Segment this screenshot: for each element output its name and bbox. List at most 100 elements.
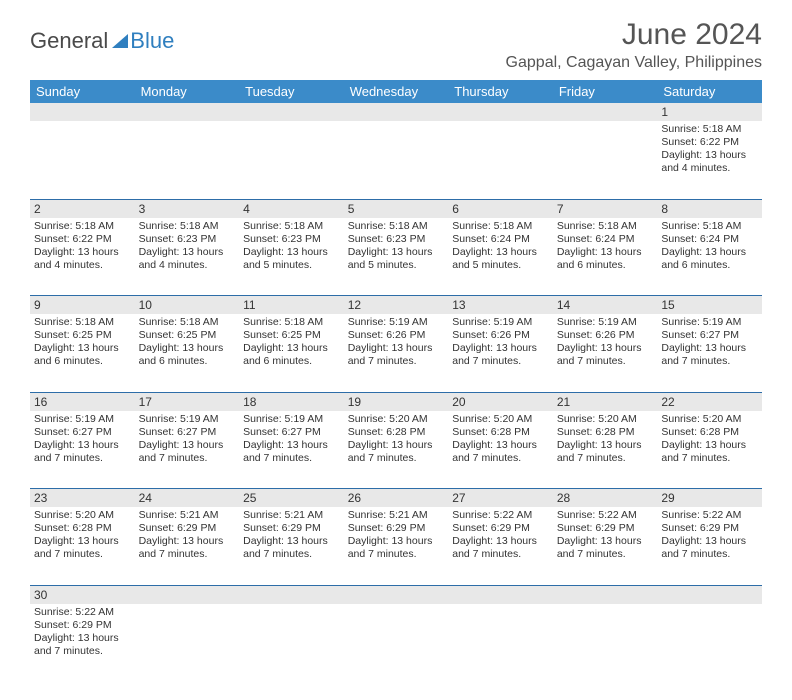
sunset-text: Sunset: 6:28 PM — [348, 426, 445, 439]
day-cell: Sunrise: 5:18 AMSunset: 6:23 PMDaylight:… — [239, 218, 344, 296]
sunset-text: Sunset: 6:25 PM — [34, 329, 131, 342]
day-content-row: Sunrise: 5:18 AMSunset: 6:22 PMDaylight:… — [30, 218, 762, 296]
day-cell: Sunrise: 5:19 AMSunset: 6:27 PMDaylight:… — [657, 314, 762, 392]
day-number: 30 — [30, 585, 135, 604]
day-number: 28 — [553, 489, 658, 508]
daylight-text: and 5 minutes. — [243, 259, 340, 272]
sunrise-text: Sunrise: 5:18 AM — [348, 220, 445, 233]
empty-cell — [344, 604, 449, 682]
day-content-row: Sunrise: 5:22 AMSunset: 6:29 PMDaylight:… — [30, 604, 762, 682]
daylight-text: Daylight: 13 hours — [348, 342, 445, 355]
sunrise-text: Sunrise: 5:18 AM — [139, 220, 236, 233]
empty-daynum — [448, 103, 553, 121]
daylight-text: and 7 minutes. — [452, 452, 549, 465]
daylight-text: Daylight: 13 hours — [348, 535, 445, 548]
day-cell: Sunrise: 5:18 AMSunset: 6:24 PMDaylight:… — [448, 218, 553, 296]
sunrise-text: Sunrise: 5:21 AM — [348, 509, 445, 522]
logo-text-general: General — [30, 28, 108, 54]
day-number: 11 — [239, 296, 344, 315]
calendar-table: SundayMondayTuesdayWednesdayThursdayFrid… — [30, 80, 762, 682]
day-number: 9 — [30, 296, 135, 315]
day-cell: Sunrise: 5:22 AMSunset: 6:29 PMDaylight:… — [657, 507, 762, 585]
day-number: 5 — [344, 199, 449, 218]
daylight-text: Daylight: 13 hours — [557, 535, 654, 548]
sunset-text: Sunset: 6:29 PM — [139, 522, 236, 535]
empty-cell — [239, 121, 344, 199]
day-cell: Sunrise: 5:18 AMSunset: 6:25 PMDaylight:… — [239, 314, 344, 392]
day-number: 27 — [448, 489, 553, 508]
day-number-row: 23242526272829 — [30, 489, 762, 508]
empty-daynum — [135, 103, 240, 121]
empty-daynum — [553, 103, 658, 121]
daylight-text: Daylight: 13 hours — [34, 632, 131, 645]
day-number: 29 — [657, 489, 762, 508]
sunset-text: Sunset: 6:26 PM — [348, 329, 445, 342]
title-block: June 2024 Gappal, Cagayan Valley, Philip… — [506, 18, 762, 72]
daylight-text: Daylight: 13 hours — [452, 342, 549, 355]
daylight-text: and 5 minutes. — [348, 259, 445, 272]
empty-cell — [657, 604, 762, 682]
daylight-text: and 7 minutes. — [139, 452, 236, 465]
location-text: Gappal, Cagayan Valley, Philippines — [506, 54, 762, 72]
daylight-text: and 7 minutes. — [557, 548, 654, 561]
day-number: 4 — [239, 199, 344, 218]
sunset-text: Sunset: 6:29 PM — [34, 619, 131, 632]
sunset-text: Sunset: 6:27 PM — [661, 329, 758, 342]
daylight-text: Daylight: 13 hours — [139, 535, 236, 548]
sunset-text: Sunset: 6:26 PM — [557, 329, 654, 342]
daylight-text: and 7 minutes. — [139, 548, 236, 561]
calendar-page: General Blue June 2024 Gappal, Cagayan V… — [0, 0, 792, 700]
sunset-text: Sunset: 6:29 PM — [661, 522, 758, 535]
sunrise-text: Sunrise: 5:20 AM — [34, 509, 131, 522]
sunset-text: Sunset: 6:22 PM — [34, 233, 131, 246]
daylight-text: Daylight: 13 hours — [34, 535, 131, 548]
sunset-text: Sunset: 6:23 PM — [243, 233, 340, 246]
daylight-text: and 6 minutes. — [557, 259, 654, 272]
logo: General Blue — [30, 18, 174, 54]
day-number: 23 — [30, 489, 135, 508]
daylight-text: Daylight: 13 hours — [557, 342, 654, 355]
daylight-text: and 7 minutes. — [661, 548, 758, 561]
day-cell: Sunrise: 5:20 AMSunset: 6:28 PMDaylight:… — [657, 411, 762, 489]
sunrise-text: Sunrise: 5:22 AM — [661, 509, 758, 522]
sunset-text: Sunset: 6:24 PM — [661, 233, 758, 246]
daylight-text: Daylight: 13 hours — [34, 439, 131, 452]
sunset-text: Sunset: 6:24 PM — [452, 233, 549, 246]
sunrise-text: Sunrise: 5:18 AM — [139, 316, 236, 329]
sunset-text: Sunset: 6:27 PM — [139, 426, 236, 439]
daylight-text: Daylight: 13 hours — [243, 535, 340, 548]
daylight-text: Daylight: 13 hours — [557, 246, 654, 259]
day-number: 3 — [135, 199, 240, 218]
day-cell: Sunrise: 5:19 AMSunset: 6:27 PMDaylight:… — [239, 411, 344, 489]
header: General Blue June 2024 Gappal, Cagayan V… — [30, 18, 762, 72]
empty-daynum — [448, 585, 553, 604]
day-number: 26 — [344, 489, 449, 508]
sunrise-text: Sunrise: 5:19 AM — [661, 316, 758, 329]
daylight-text: and 4 minutes. — [34, 259, 131, 272]
day-cell: Sunrise: 5:22 AMSunset: 6:29 PMDaylight:… — [553, 507, 658, 585]
day-cell: Sunrise: 5:18 AMSunset: 6:23 PMDaylight:… — [344, 218, 449, 296]
day-number: 1 — [657, 103, 762, 121]
day-number: 14 — [553, 296, 658, 315]
daylight-text: Daylight: 13 hours — [661, 246, 758, 259]
daylight-text: and 7 minutes. — [243, 548, 340, 561]
daylight-text: and 6 minutes. — [34, 355, 131, 368]
day-number: 13 — [448, 296, 553, 315]
day-cell: Sunrise: 5:20 AMSunset: 6:28 PMDaylight:… — [553, 411, 658, 489]
day-cell: Sunrise: 5:18 AMSunset: 6:25 PMDaylight:… — [135, 314, 240, 392]
sunrise-text: Sunrise: 5:21 AM — [243, 509, 340, 522]
daylight-text: and 7 minutes. — [661, 452, 758, 465]
daylight-text: and 7 minutes. — [452, 548, 549, 561]
day-content-row: Sunrise: 5:18 AMSunset: 6:22 PMDaylight:… — [30, 121, 762, 199]
daylight-text: Daylight: 13 hours — [34, 246, 131, 259]
day-content-row: Sunrise: 5:20 AMSunset: 6:28 PMDaylight:… — [30, 507, 762, 585]
sunset-text: Sunset: 6:27 PM — [34, 426, 131, 439]
sunset-text: Sunset: 6:29 PM — [557, 522, 654, 535]
day-number-row: 16171819202122 — [30, 392, 762, 411]
daylight-text: and 7 minutes. — [661, 355, 758, 368]
daylight-text: and 4 minutes. — [661, 162, 758, 175]
weekday-header-row: SundayMondayTuesdayWednesdayThursdayFrid… — [30, 80, 762, 103]
day-cell: Sunrise: 5:19 AMSunset: 6:26 PMDaylight:… — [553, 314, 658, 392]
weekday-header: Friday — [553, 80, 658, 103]
empty-daynum — [657, 585, 762, 604]
